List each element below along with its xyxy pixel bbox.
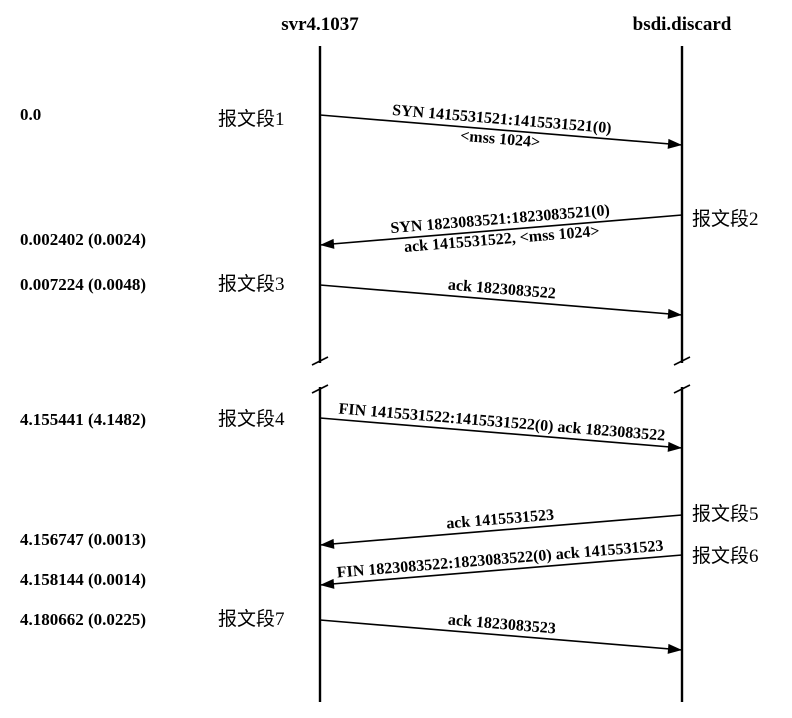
seg6-time: 4.158144 (0.0014): [20, 570, 146, 589]
seg5-time: 4.156747 (0.0013): [20, 530, 146, 549]
seg2-label: 报文段2: [692, 208, 759, 230]
seg7-msg-line1: ack 1823083523: [447, 612, 556, 638]
seg3-label: 报文段3: [218, 273, 285, 295]
seg3-time: 0.007224 (0.0048): [20, 275, 146, 294]
seg2-arrow-arrowhead: [320, 239, 334, 249]
seg3-arrow-arrowhead: [668, 309, 682, 319]
seg6-arrow-arrowhead: [320, 579, 334, 589]
right-host-label: bsdi.discard: [633, 14, 732, 35]
seg5-label: 报文段5: [692, 503, 759, 525]
seg4-label: 报文段4: [218, 408, 285, 430]
seg5-arrow-arrowhead: [320, 539, 334, 549]
seg1-msg-line2: <mss 1024>: [460, 128, 541, 152]
seg1-arrow-arrowhead: [668, 139, 682, 149]
seg1-time: 0.0: [20, 105, 41, 124]
left-host-label: svr4.1037: [281, 14, 359, 35]
seg4-arrow-arrowhead: [668, 442, 682, 452]
seg3-msg-line1: ack 1823083522: [447, 277, 556, 303]
seg7-label: 报文段7: [218, 608, 285, 630]
seg6-msg-line1: FIN 1823083522:1823083522(0) ack 1415531…: [336, 538, 664, 582]
seg4-msg-line1: FIN 1415531522:1415531522(0) ack 1823083…: [338, 401, 666, 445]
seg6-label: 报文段6: [692, 545, 759, 567]
seg2-time: 0.002402 (0.0024): [20, 230, 146, 249]
seg7-arrow-arrowhead: [668, 644, 682, 654]
seg5-msg-line1: ack 1415531523: [446, 507, 555, 533]
seg1-label: 报文段1: [218, 108, 285, 130]
seg7-time: 4.180662 (0.0225): [20, 610, 146, 629]
tcp-sequence-diagram: svr4.1037bsdi.discard0.0报文段1SYN 14155315…: [0, 0, 792, 718]
seg4-time: 4.155441 (4.1482): [20, 410, 146, 429]
